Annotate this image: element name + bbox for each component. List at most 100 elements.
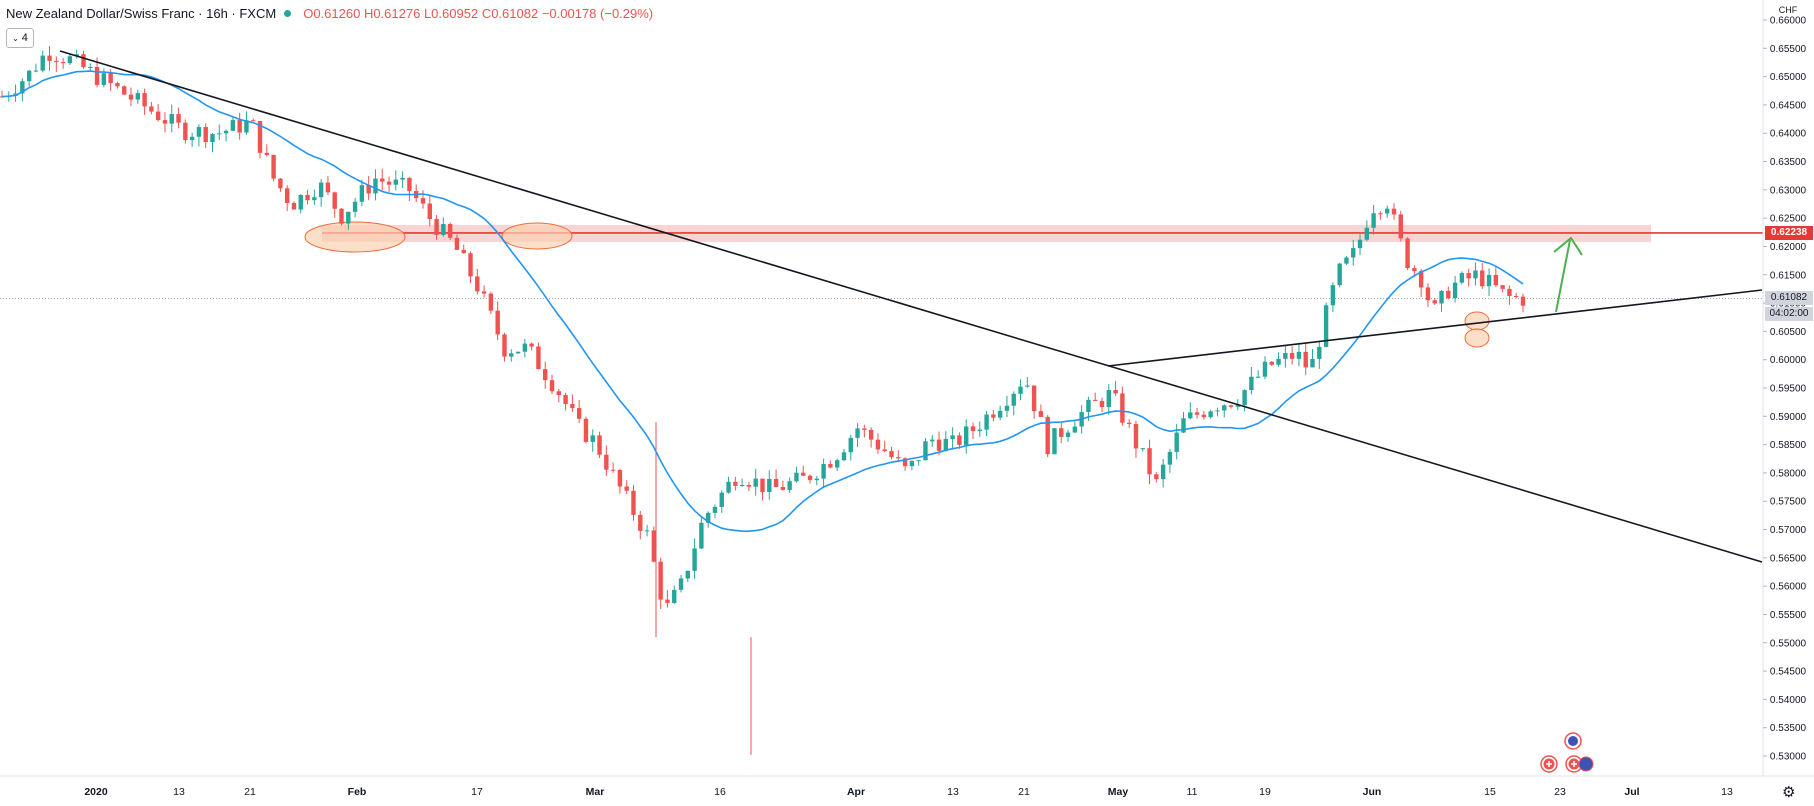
candle-body xyxy=(889,451,894,458)
candle-body xyxy=(644,530,650,532)
candle-body xyxy=(149,106,154,112)
candle-body xyxy=(1486,274,1492,287)
candle-body xyxy=(1480,270,1485,287)
currency-label: CHF xyxy=(1778,5,1798,15)
candle-body xyxy=(1262,361,1268,377)
candle-body xyxy=(1133,424,1139,449)
candle-body xyxy=(692,548,697,571)
price-tick-label: 0.54500 xyxy=(1770,667,1807,678)
moving-average xyxy=(1,70,1524,533)
candle-body xyxy=(366,185,371,194)
candle-body xyxy=(1323,305,1329,347)
candle-body xyxy=(1473,270,1478,279)
candle-body xyxy=(1276,358,1281,365)
candle-body xyxy=(841,452,847,461)
candle-body xyxy=(101,73,107,85)
candle-body xyxy=(332,192,337,209)
candle-body xyxy=(1038,411,1044,417)
candle-body xyxy=(739,485,745,487)
time-tick-label: 13 xyxy=(947,786,959,798)
arrow-shaft xyxy=(1555,239,1571,313)
event-flag-icon xyxy=(1578,756,1594,772)
time-axis: 2020 13 21 Feb 17 Mar 16 Apr 13 21 May 11 19 Jun 15 23 J… xyxy=(0,775,1814,798)
candle-body xyxy=(658,561,663,600)
ascending-trendline xyxy=(1107,289,1763,367)
candle-body xyxy=(760,478,765,492)
time-tick-label: 23 xyxy=(1554,786,1566,798)
candle-body xyxy=(1452,282,1458,299)
candle-body xyxy=(1364,227,1370,240)
candle-body xyxy=(801,472,806,476)
candle-body xyxy=(230,120,236,131)
highlight-ellipse xyxy=(304,221,406,253)
candle-body xyxy=(1384,208,1390,214)
candle-body xyxy=(1222,405,1227,411)
price-tick-label: 0.63500 xyxy=(1770,157,1807,168)
gear-icon[interactable]: ⚙ xyxy=(1782,784,1796,801)
candle-body xyxy=(488,293,494,311)
candle-body xyxy=(746,485,752,487)
candle-body xyxy=(787,481,792,490)
candle-body xyxy=(1154,474,1159,480)
time-tick-label: 13 xyxy=(173,786,185,798)
price-tick-label: 0.59500 xyxy=(1770,384,1807,395)
indicator-count: 4 xyxy=(21,32,28,44)
candle-body xyxy=(122,86,127,95)
candle-body xyxy=(54,60,59,63)
candle-body xyxy=(1357,239,1363,249)
candle-body xyxy=(529,343,534,347)
symbol-title[interactable]: New Zealand Dollar/Swiss Franc · 16h · F… xyxy=(6,6,277,21)
candle-body xyxy=(685,570,691,579)
candle-body xyxy=(196,127,202,137)
indicator-toggle[interactable]: ⌄ 4 xyxy=(6,28,34,48)
price-tick-label: 0.54000 xyxy=(1770,695,1807,706)
candle-body xyxy=(1310,358,1315,368)
candle-body xyxy=(1514,295,1519,297)
candle-body xyxy=(549,380,555,392)
candle-body xyxy=(576,408,582,419)
price-tick-label: 0.57500 xyxy=(1770,497,1807,508)
candle-body xyxy=(475,276,480,292)
candle-body xyxy=(312,197,317,201)
candle-body xyxy=(699,522,704,549)
candle-body xyxy=(1371,213,1376,228)
candle-body xyxy=(346,211,351,224)
candle-body xyxy=(943,438,949,451)
candle-body xyxy=(522,343,528,352)
candle-body xyxy=(94,66,100,85)
candle-body xyxy=(753,478,758,487)
candle-body xyxy=(1351,248,1356,258)
trendlines xyxy=(59,50,1763,563)
candle-body xyxy=(189,136,195,141)
candle-body xyxy=(780,487,786,490)
candle-body xyxy=(964,426,969,445)
candle-body xyxy=(814,478,820,481)
price-tick-label: 0.55000 xyxy=(1770,638,1807,649)
candle-body xyxy=(305,194,310,201)
candle-body xyxy=(1405,238,1410,269)
candle-body xyxy=(807,475,813,481)
candle-body xyxy=(515,351,521,354)
candle-body xyxy=(1045,416,1050,455)
candle-body xyxy=(135,93,141,100)
countdown-label: 04:02:00 xyxy=(1765,307,1813,322)
candle-body xyxy=(543,369,548,381)
candle-body xyxy=(1418,271,1424,288)
high-value: H0.61276 xyxy=(363,6,421,21)
candle-body xyxy=(583,418,589,442)
candle-body xyxy=(536,346,541,370)
candle-body xyxy=(828,464,833,468)
candle-body xyxy=(40,55,45,71)
candle-body xyxy=(88,66,93,68)
candle-body xyxy=(726,481,731,493)
candle-body xyxy=(1391,208,1397,215)
candle-body xyxy=(420,198,426,204)
candle-body xyxy=(155,111,161,121)
candle-body xyxy=(217,133,222,135)
projection-arrow xyxy=(1553,236,1583,313)
candle-body xyxy=(393,179,399,185)
event-flag-icon-inner xyxy=(1568,736,1578,746)
candle-body xyxy=(991,414,996,418)
candle-body xyxy=(1412,268,1417,272)
